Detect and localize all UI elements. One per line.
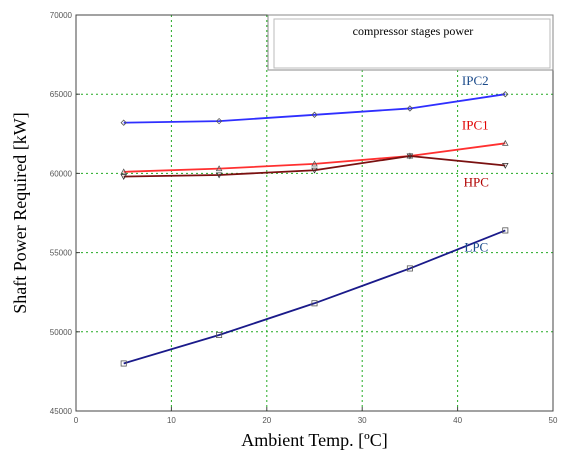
series-ipc2: IPC2: [120, 73, 509, 126]
chart-title: compressor stages power: [353, 24, 474, 38]
data-point: [406, 265, 413, 272]
data-point: [406, 105, 414, 112]
y-tick-label: 65000: [50, 90, 73, 99]
x-tick-label: 10: [167, 416, 176, 425]
series-label-hpc: HPC: [464, 174, 489, 189]
x-tick-label: 20: [262, 416, 271, 425]
data-point: [215, 172, 223, 179]
legend-box: compressor stages power: [267, 14, 554, 71]
data-point: [215, 117, 223, 125]
data-point: [406, 153, 414, 160]
data-point: [120, 168, 127, 175]
y-tick-label: 50000: [50, 328, 73, 337]
data-point: [120, 119, 127, 126]
data-point: [502, 91, 509, 98]
series-label-ipc2: IPC2: [462, 73, 489, 88]
data-point: [311, 167, 318, 174]
series-hpc: HPC: [120, 153, 509, 189]
data-point: [311, 160, 318, 167]
data-point: [502, 162, 509, 169]
data-point: [120, 360, 127, 367]
data-point: [120, 174, 127, 180]
x-tick-label: 40: [453, 416, 462, 425]
x-tick-label: 50: [549, 416, 558, 425]
data-point: [216, 331, 223, 338]
y-tick-label: 45000: [50, 407, 73, 416]
series-line: [123, 142, 506, 173]
y-tick-label: 60000: [50, 169, 73, 178]
series-line: [123, 229, 506, 365]
axis-ticks: 0 10 20 30 40 50 45000 50000 55000 60000 65000 7000…: [50, 11, 558, 425]
data-point: [311, 111, 318, 118]
series-lpc: LPC: [120, 227, 509, 367]
y-tick-label: 55000: [50, 249, 73, 258]
legend-box-inner: [273, 18, 551, 69]
y-axis-label: Shaft Power Required [kW]: [10, 112, 30, 313]
grid: [76, 15, 553, 411]
x-tick-label: 0: [74, 416, 79, 425]
series-label-ipc1: IPC1: [462, 117, 489, 132]
series-group: IPC2 IPC1 HPC LPC: [120, 73, 509, 367]
data-point: [502, 139, 509, 146]
data-point: [215, 165, 223, 172]
series-line: [123, 93, 506, 124]
data-point: [502, 227, 509, 234]
data-point: [311, 300, 318, 307]
y-tick-label: 70000: [50, 11, 73, 20]
series-ipc1: IPC1: [120, 117, 509, 175]
series-line: [123, 155, 506, 178]
x-tick-label: 30: [358, 416, 367, 425]
legend-box-outer: [267, 14, 554, 71]
series-label-lpc: LPC: [464, 239, 488, 254]
x-axis-label: Ambient Temp. [ºC]: [241, 430, 387, 450]
